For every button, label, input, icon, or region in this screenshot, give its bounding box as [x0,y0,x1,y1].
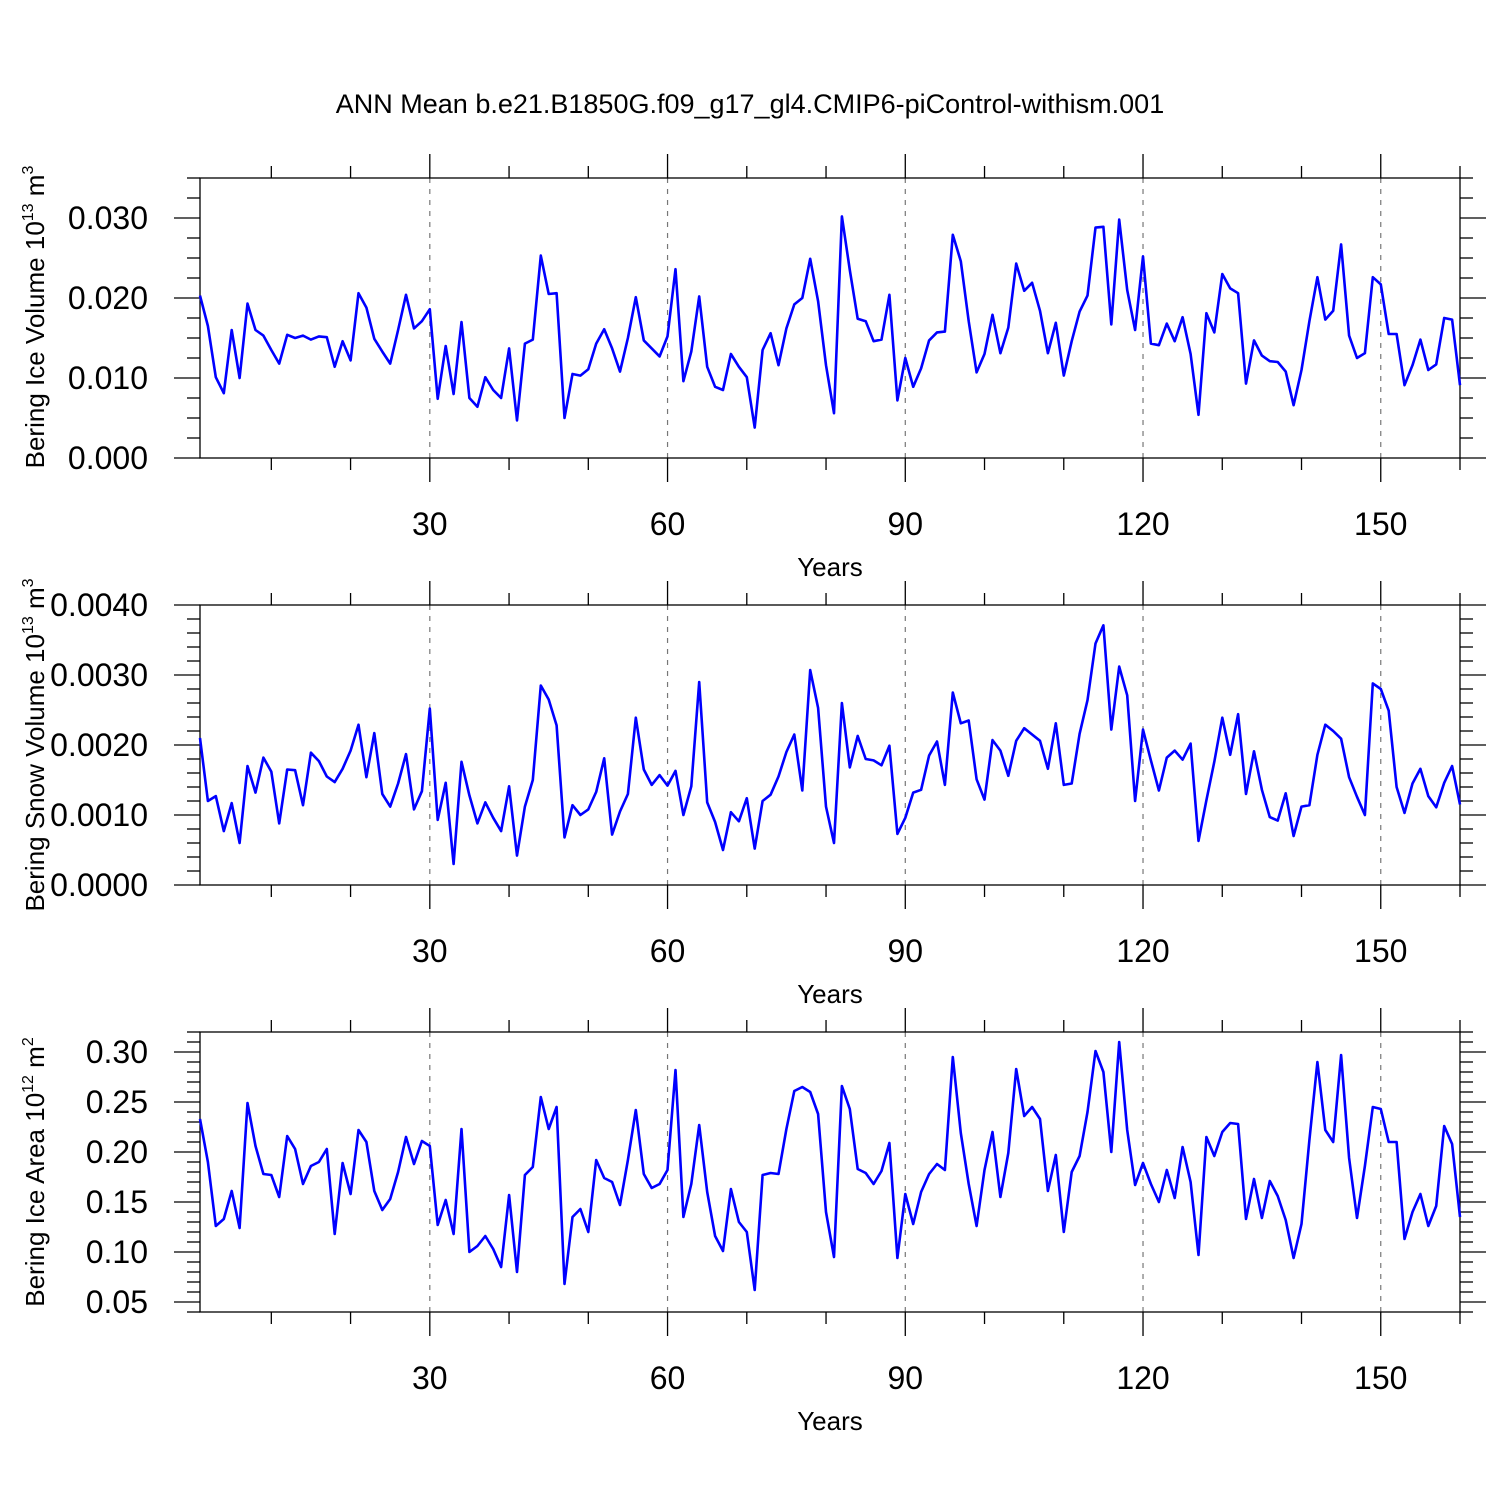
y-tick-label: 0.0020 [50,727,148,763]
plot-frame [199,177,1461,459]
series-line [198,1040,1462,1292]
series-line [198,623,1462,866]
x-tick-label: 120 [1116,933,1169,969]
panels: 0.000 0.010 0.020 0.030 30 60 90 120 150 Years Ber… [20,154,1486,1436]
x-axis-label: Years [797,552,863,582]
y-axis-label: Bering Ice Area 1012 m2 [20,1037,50,1307]
y-tick-label: 0.10 [86,1234,148,1270]
chart-title: ANN Mean b.e21.B1850G.f09_g17_gl4.CMIP6-… [336,89,1164,119]
panel-2: 0.0000 0.0010 0.0020 0.0030 0.0040 30 60 90 120 1… [20,578,1486,1009]
x-tick-label: 150 [1354,506,1407,542]
x-tick-label: 30 [412,1360,448,1396]
y-tick-label: 0.0000 [50,867,148,903]
x-tick-label: 60 [650,933,686,969]
y-tick-label: 0.20 [86,1134,148,1170]
x-tick-label: 90 [887,1360,923,1396]
y-tick-label: 0.0010 [50,797,148,833]
x-tick-label: 30 [412,933,448,969]
x-tick-label: 150 [1354,933,1407,969]
panel-3: 0.05 0.10 0.15 0.20 0.25 0.30 30 60 90 120 150 Year… [20,1008,1486,1436]
y-tick-label: 0.030 [68,200,148,236]
x-tick-label: 90 [887,506,923,542]
y-tick-label: 0.25 [86,1084,148,1120]
x-tick-label: 150 [1354,1360,1407,1396]
y-tick-label: 0.0030 [50,657,148,693]
y-tick-label: 0.020 [68,280,148,316]
x-tick-label: 90 [887,933,923,969]
y-tick-label: 0.30 [86,1034,148,1070]
y-tick-label: 0.0040 [50,587,148,623]
x-tick-label: 30 [412,506,448,542]
x-tick-label: 120 [1116,506,1169,542]
x-tick-label: 60 [650,1360,686,1396]
plot-frame [199,1031,1461,1313]
series-line [198,215,1462,429]
plot-frame [199,604,1461,886]
x-axis-label: Years [797,979,863,1009]
y-tick-label: 0.15 [86,1184,148,1220]
y-tick-label: 0.010 [68,360,148,396]
x-tick-label: 120 [1116,1360,1169,1396]
y-axis-label: Bering Ice Volume 1013 m3 [20,166,50,469]
y-tick-label: 0.05 [86,1284,148,1320]
y-tick-label: 0.000 [68,440,148,476]
y-axis-label: Bering Snow Volume 1013 m3 [20,578,50,911]
x-tick-label: 60 [650,506,686,542]
panel-1: 0.000 0.010 0.020 0.030 30 60 90 120 150 Years Ber… [20,154,1486,582]
x-axis-label: Years [797,1406,863,1436]
